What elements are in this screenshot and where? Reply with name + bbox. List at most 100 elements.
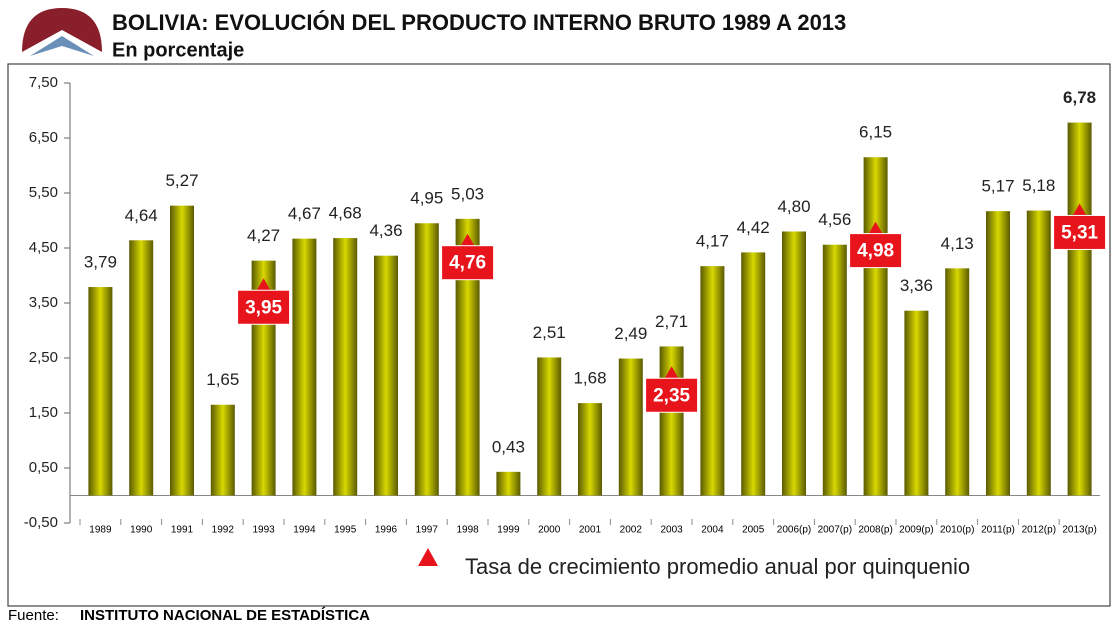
y-tick-label: 2,50 [29,349,58,366]
bar [1026,210,1051,496]
title: BOLIVIA: EVOLUCIÓN DEL PRODUCTO INTERNO … [112,10,846,35]
x-tick-label: 2010(p) [940,525,974,536]
average-marker [255,278,272,293]
bar [700,266,725,496]
value-label: 4,68 [329,204,362,223]
x-tick-label: 1998 [456,525,479,536]
x-tick-label: 2012(p) [1022,525,1056,536]
value-label: 4,17 [696,232,729,251]
bar [578,403,602,496]
subtitle: En porcentaje [112,39,244,61]
x-tick-label: 1991 [171,525,194,536]
value-label: 5,18 [1022,176,1055,195]
average-label: 5,31 [1061,222,1098,243]
x-tick-label: 1996 [375,525,398,536]
value-label: 1,68 [573,369,606,388]
x-tick-label: 2000 [538,525,561,536]
average-box [1053,214,1107,250]
value-label: 4,95 [410,189,443,208]
x-tick-label: 1990 [130,525,153,536]
value-label: 6,78 [1063,88,1096,107]
x-tick-label: 1993 [252,525,275,536]
x-tick-label: 1997 [416,525,439,536]
value-label: 3,36 [900,276,933,295]
x-tick-label: 1999 [497,525,520,536]
source: INSTITUTO NACIONAL DE ESTADÍSTICA [80,607,370,624]
value-label: 6,15 [859,123,892,142]
y-tick-label: 4,50 [29,239,58,256]
value-label: 4,13 [941,234,974,253]
average-box [645,377,699,413]
y-tick-label: -0,50 [24,514,58,531]
bar [374,255,398,496]
average-label: 2,35 [653,385,690,406]
x-tick-label: 2006(p) [777,525,811,536]
bar [292,238,317,496]
bar [170,205,194,496]
average-marker [663,366,680,381]
bar [88,287,113,496]
value-label: 2,51 [533,323,566,342]
x-tick-label: 2001 [579,525,602,536]
x-tick-label: 1992 [212,525,235,536]
x-tick-label: 2005 [742,525,765,536]
y-tick-label: 6,50 [29,129,58,146]
bar [822,244,847,496]
average-box [237,289,291,325]
value-label: 0,43 [492,437,525,456]
y-tick-label: 0,50 [29,459,58,476]
bar [333,238,358,496]
bar [129,240,154,496]
y-tick-label: 3,50 [29,294,58,311]
x-tick-label: 2013(p) [1062,525,1096,536]
value-label: 4,56 [818,210,851,229]
value-label: 4,64 [125,206,158,225]
x-tick-label: 2002 [620,525,643,536]
bar [618,358,643,496]
average-label: 4,98 [857,241,894,262]
bar [863,157,888,496]
average-label: 3,95 [245,297,282,318]
bar [210,404,235,496]
x-tick-label: 2008(p) [858,525,892,536]
legend-label: Tasa de crecimiento promedio anual por q… [465,554,970,579]
y-tick-label: 5,50 [29,184,58,201]
x-tick-label: 2003 [660,525,683,536]
average-box [441,245,495,281]
y-tick-label: 1,50 [29,404,58,421]
x-tick-label: 2009(p) [899,525,933,536]
average-box [849,233,903,269]
x-tick-label: 2007(p) [818,525,852,536]
x-tick-label: 2011(p) [981,525,1015,536]
average-label: 4,76 [449,253,486,274]
value-label: 4,67 [288,204,321,223]
bar [986,211,1010,496]
x-tick-label: 2004 [701,525,724,536]
value-label: 5,17 [981,177,1014,196]
average-marker [459,233,476,248]
value-label: 4,42 [737,218,770,237]
bar [741,252,766,496]
average-marker [867,221,884,236]
x-tick-label: 1995 [334,525,357,536]
value-label: 2,49 [614,324,647,343]
legend-marker [418,548,438,566]
bar [945,268,970,496]
average-marker [1071,203,1088,218]
bar [496,471,521,496]
frame [7,63,1111,607]
value-label: 2,71 [655,312,688,331]
value-label: 4,36 [369,221,402,240]
value-label: 1,65 [206,370,239,389]
source-label: Fuente: [8,607,59,624]
bar [782,231,806,496]
bar [414,223,439,496]
value-label: 4,27 [247,226,280,245]
value-label: 5,03 [451,184,484,203]
y-tick-label: 7,50 [29,74,58,91]
bar [1067,122,1092,496]
logo [22,8,102,56]
x-tick-label: 1989 [89,525,112,536]
bar [904,310,929,496]
